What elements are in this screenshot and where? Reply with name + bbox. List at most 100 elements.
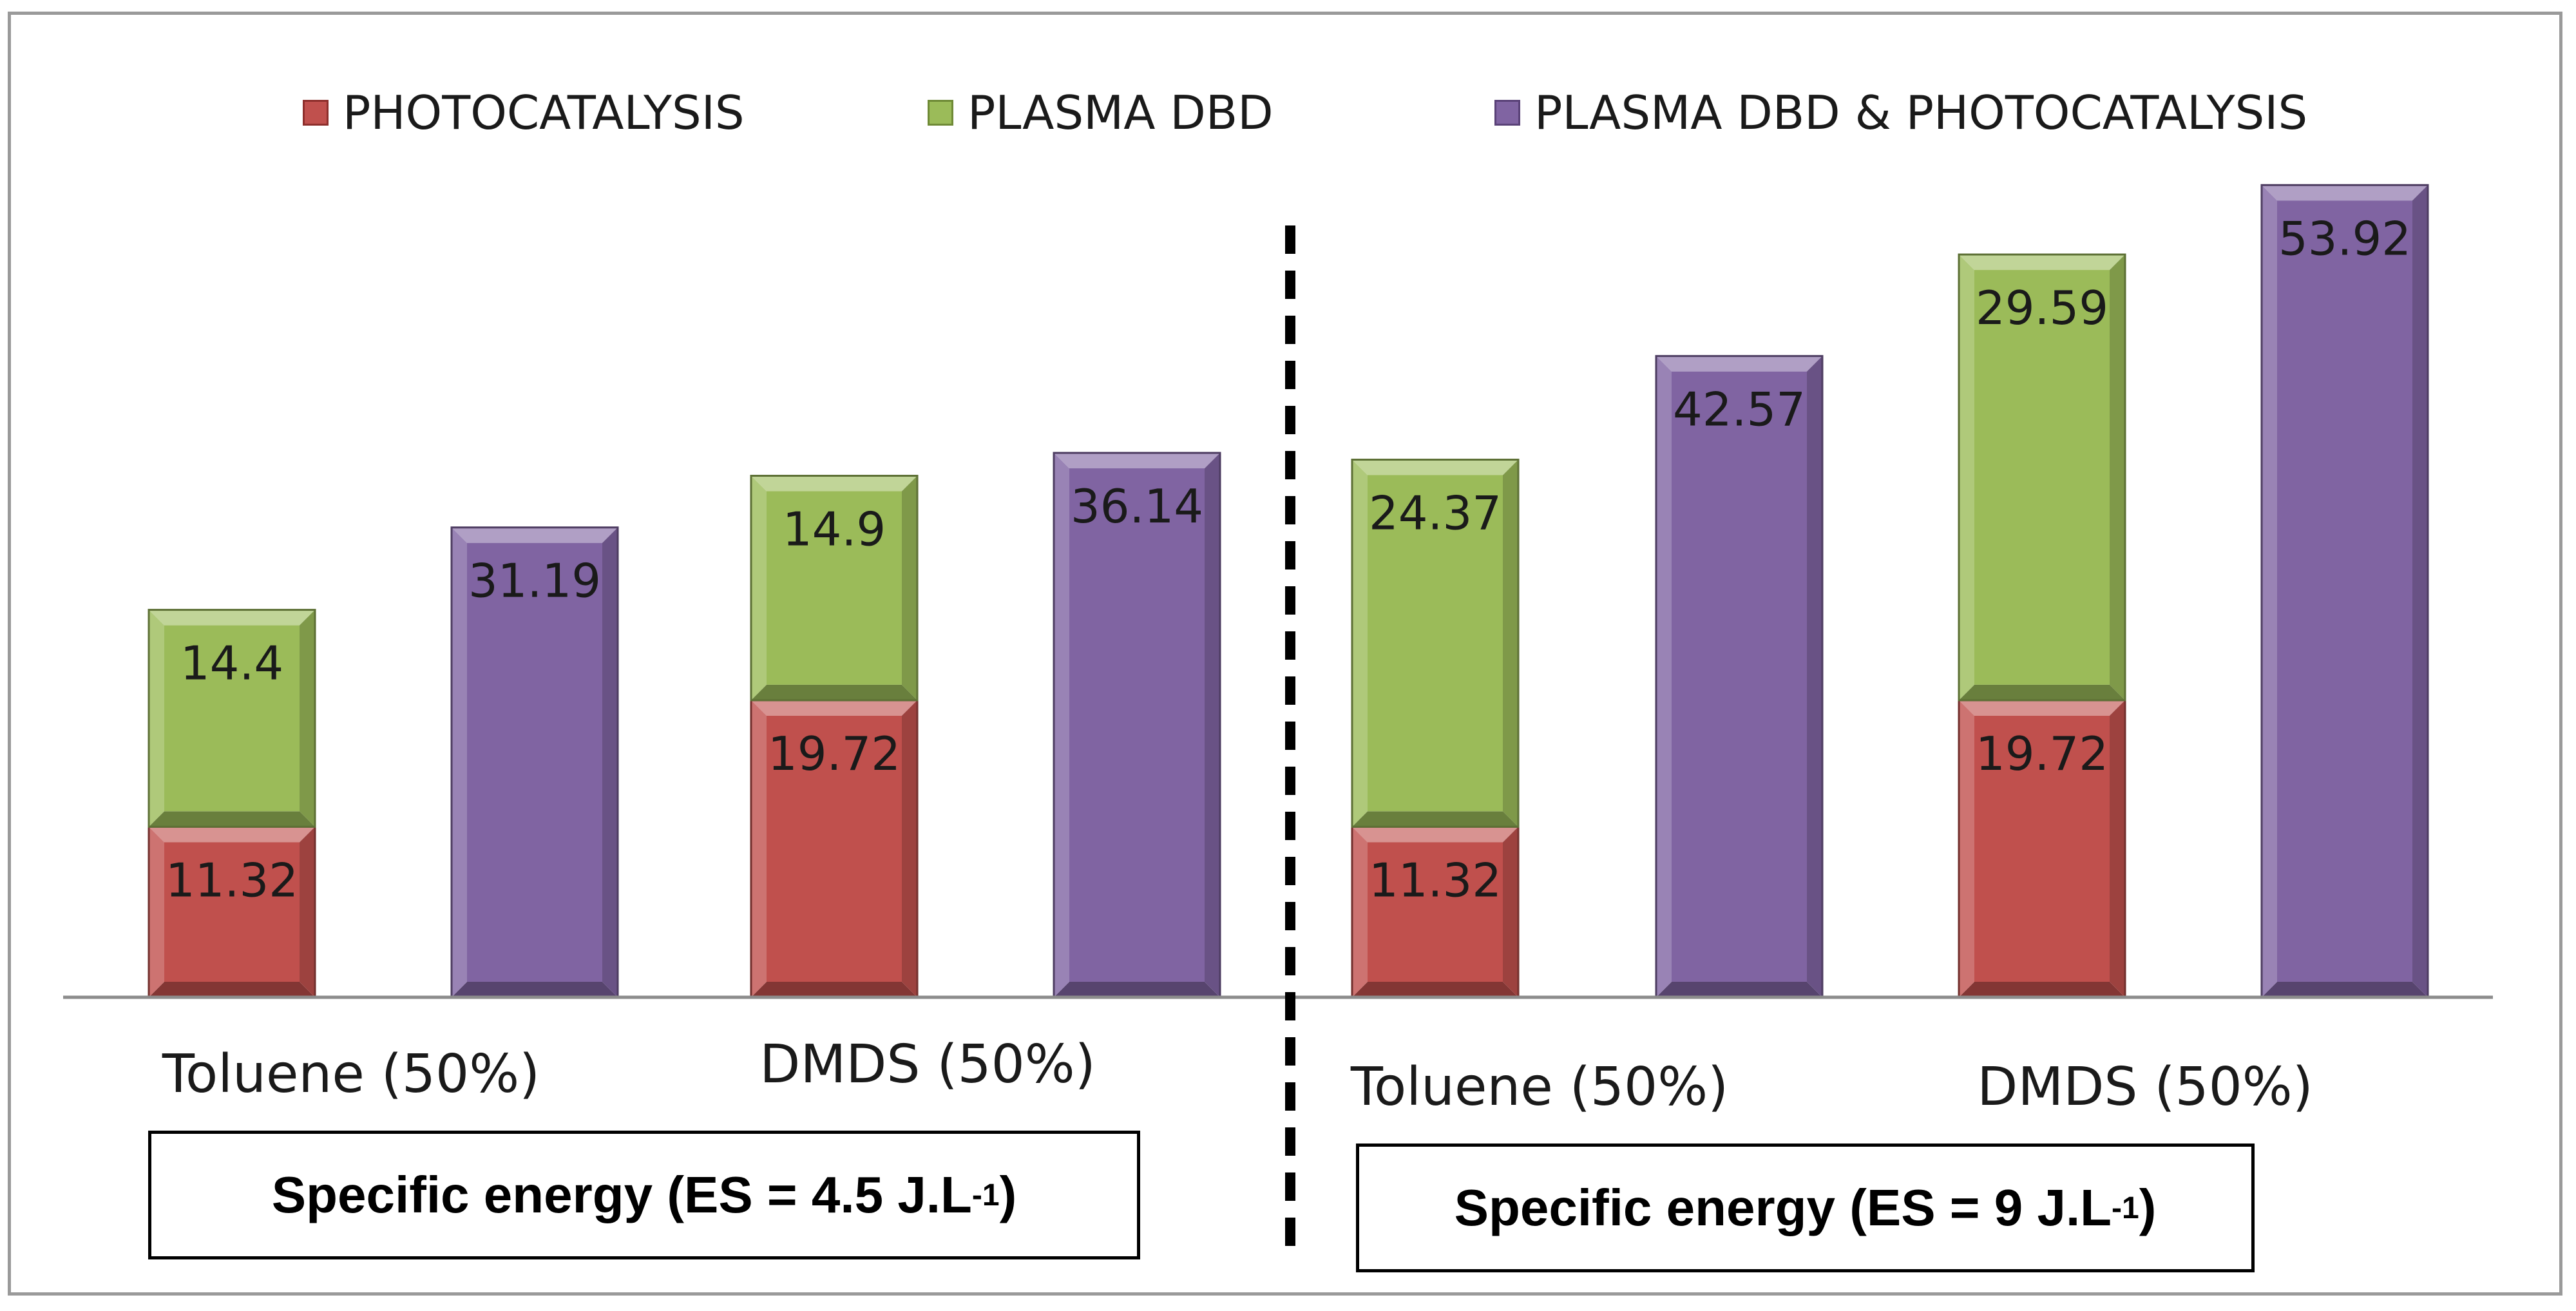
legend-swatch-photocatalysis bbox=[303, 100, 329, 126]
bevel-right bbox=[2110, 700, 2125, 997]
data-label: 53.92 bbox=[2278, 211, 2411, 265]
x-tick-label: Toluene (50%) bbox=[162, 1044, 540, 1105]
bevel-left bbox=[452, 527, 467, 997]
data-label: 19.72 bbox=[1976, 727, 2108, 781]
bar-segment-plasma-dbd-photocatalysis bbox=[2260, 184, 2429, 999]
data-label: 29.59 bbox=[1976, 281, 2108, 335]
bar-face bbox=[2277, 200, 2412, 982]
bevel-bottom bbox=[149, 982, 315, 997]
bevel-top bbox=[1352, 827, 1518, 843]
bevel-top bbox=[1656, 356, 1822, 372]
data-label: 36.14 bbox=[1071, 479, 1203, 533]
specific-energy-box-left: Specific energy (ES = 4.5 J.L -1) bbox=[148, 1131, 1140, 1259]
legend-item-plasma-dbd: PLASMA DBD bbox=[928, 84, 1274, 142]
bevel-bottom bbox=[1656, 982, 1822, 997]
annotation-text-end: ) bbox=[2139, 1179, 2157, 1236]
bevel-top bbox=[2262, 185, 2428, 201]
data-label: 19.72 bbox=[768, 727, 901, 781]
specific-energy-box-right: Specific energy (ES = 9 J.L -1) bbox=[1356, 1144, 2255, 1272]
bevel-top bbox=[1959, 254, 2125, 271]
data-label: 24.37 bbox=[1369, 486, 1502, 541]
bar-outline bbox=[148, 609, 316, 828]
bevel-top bbox=[751, 700, 917, 716]
legend-label-plasma-dbd-photocatalysis: PLASMA DBD & PHOTOCATALYSIS bbox=[1534, 86, 2308, 140]
bar-outline bbox=[1958, 253, 2126, 702]
data-label: 14.9 bbox=[783, 502, 886, 557]
legend-label-photocatalysis: PHOTOCATALYSIS bbox=[343, 86, 745, 140]
bevel-top bbox=[1352, 459, 1518, 475]
bevel-right bbox=[602, 527, 618, 997]
bar-face bbox=[1368, 475, 1503, 812]
bevel-left bbox=[751, 475, 767, 700]
bevel-right bbox=[1205, 452, 1220, 997]
bevel-bottom bbox=[2262, 982, 2428, 997]
data-label: 11.32 bbox=[166, 853, 298, 907]
bar-face bbox=[1974, 270, 2110, 685]
bevel-bottom bbox=[751, 982, 917, 997]
bar-segment-plasma-dbd-photocatalysis bbox=[1053, 452, 1221, 999]
bar-segment-plasma-dbd-photocatalysis bbox=[1655, 355, 1824, 999]
bevel-bottom bbox=[452, 982, 618, 997]
bevel-left bbox=[149, 609, 164, 827]
bar-segment-plasma-dbd bbox=[148, 609, 316, 828]
x-tick-label: DMDS (50%) bbox=[759, 1034, 1096, 1095]
data-label: 11.32 bbox=[1369, 853, 1502, 907]
bevel-right bbox=[1503, 459, 1518, 827]
bevel-right bbox=[1807, 356, 1822, 997]
bar-face bbox=[1672, 371, 1807, 982]
bar-segment-plasma-dbd bbox=[1351, 459, 1520, 828]
bevel-left bbox=[751, 700, 767, 997]
annotation-superscript: -1 bbox=[2112, 1191, 2139, 1225]
legend-item-plasma-dbd-photocatalysis: PLASMA DBD & PHOTOCATALYSIS bbox=[1494, 84, 2307, 142]
bevel-right bbox=[2110, 254, 2125, 700]
bevel-bottom bbox=[1054, 982, 1220, 997]
legend-swatch-plasma-dbd bbox=[928, 100, 953, 126]
bevel-bottom bbox=[751, 684, 917, 700]
bar-segment-plasma-dbd bbox=[750, 475, 919, 702]
bevel-right bbox=[300, 827, 315, 997]
labels-layer: 11.32 14.4 31.19 19.72 14.9 36.14 11.32 24.37 42… bbox=[166, 211, 2411, 907]
bar-outline bbox=[1351, 459, 1520, 828]
annotation-text: Specific energy (ES = 4.5 J.L bbox=[271, 1166, 972, 1223]
legend-item-photocatalysis: PHOTOCATALYSIS bbox=[303, 84, 745, 142]
bar-face bbox=[467, 542, 602, 982]
bevel-top bbox=[751, 475, 917, 492]
bar-segment-photocatalysis bbox=[148, 825, 316, 999]
bevel-left bbox=[149, 827, 164, 997]
bevel-bottom bbox=[1352, 982, 1518, 997]
legend-swatch-plasma-dbd-photocatalysis bbox=[1494, 100, 1520, 126]
bevel-left bbox=[1959, 254, 1974, 700]
bar-segment-photocatalysis bbox=[1958, 699, 2126, 999]
annotation-superscript: -1 bbox=[971, 1178, 1000, 1212]
bar-segment-plasma-dbd-photocatalysis bbox=[450, 526, 619, 999]
bevel-right bbox=[2412, 185, 2428, 998]
bevel-bottom bbox=[1959, 684, 2125, 700]
bevel-left bbox=[1656, 356, 1672, 997]
bevel-left bbox=[1352, 459, 1368, 827]
bevel-top bbox=[149, 827, 315, 843]
bar-face bbox=[164, 842, 300, 982]
annotation-text: Specific energy (ES = 9 J.L bbox=[1454, 1179, 2112, 1236]
bevel-top bbox=[149, 609, 315, 626]
bevel-left bbox=[1959, 700, 1974, 997]
data-label: 14.4 bbox=[180, 636, 283, 691]
bevel-top bbox=[1959, 700, 2125, 716]
bevel-top bbox=[452, 527, 618, 543]
bevel-bottom bbox=[1959, 982, 2125, 997]
bevel-left bbox=[1054, 452, 1069, 997]
bevel-bottom bbox=[1352, 811, 1518, 827]
bar-face bbox=[1368, 842, 1503, 982]
bar-face bbox=[767, 491, 902, 685]
bevel-bottom bbox=[149, 811, 315, 827]
bar-segment-plasma-dbd bbox=[1958, 253, 2126, 702]
bevel-right bbox=[300, 609, 315, 827]
bars-layer bbox=[148, 184, 2429, 999]
bevel-right bbox=[902, 475, 917, 700]
data-label: 31.19 bbox=[468, 554, 601, 608]
bevel-right bbox=[1503, 827, 1518, 997]
data-label: 42.57 bbox=[1673, 383, 1806, 437]
bevel-left bbox=[1352, 827, 1368, 997]
bar-face bbox=[767, 715, 902, 982]
bevel-top bbox=[1054, 452, 1220, 468]
